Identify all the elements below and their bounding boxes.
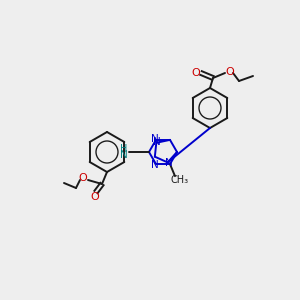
Text: N: N — [153, 137, 161, 147]
Text: N: N — [151, 160, 159, 170]
Text: N: N — [120, 150, 128, 160]
Text: N: N — [165, 158, 172, 168]
Text: O: O — [79, 173, 87, 183]
Text: H: H — [120, 144, 128, 154]
Text: O: O — [226, 67, 234, 77]
Text: CH₃: CH₃ — [171, 175, 189, 185]
Text: O: O — [91, 192, 99, 202]
Text: O: O — [192, 68, 200, 78]
Text: N: N — [151, 134, 159, 144]
